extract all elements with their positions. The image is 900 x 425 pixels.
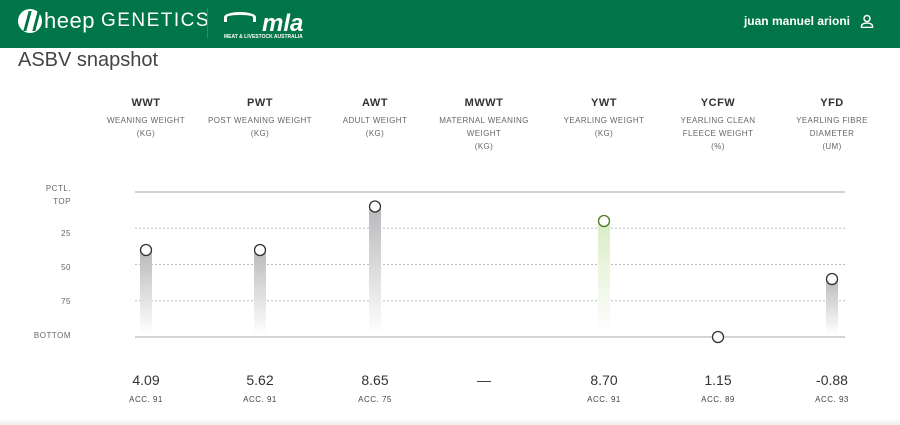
y-axis-title: PCTL. [45, 184, 71, 193]
trait-unit: (KG) [474, 142, 494, 151]
trait-header-mwwt: MWWT MATERNAL WEANING WEIGHT (KG) [429, 97, 539, 153]
percentile-marker-pwt[interactable] [253, 243, 267, 257]
trait-value-yfd: -0.88 ACC. 93 [782, 372, 882, 404]
asbv-value: — [477, 372, 491, 388]
sheep-logo-icon [18, 9, 42, 33]
asbv-value: 1.15 [704, 372, 732, 388]
trait-unit: (KG) [594, 129, 614, 138]
trait-description: POST WEANING WEIGHT (KG) [205, 114, 315, 140]
brand-text: heep [44, 8, 95, 33]
trait-code: MWWT [464, 97, 504, 109]
trait-header-ycfw: YCFW YEARLING CLEAN FLEECE WEIGHT (%) [663, 97, 773, 153]
sheep-genetics-logo[interactable]: heep GENETICS [18, 8, 210, 34]
trait-header-yfd: YFD YEARLING FIBRE DIAMETER (UM) [777, 97, 887, 153]
mla-logo[interactable]: mla MEAT & LIVESTOCK AUSTRALIA [224, 8, 324, 42]
app-header: heep GENETICS mla MEAT & LIVESTOCK AUSTRAL… [0, 0, 900, 48]
percentile-stem [598, 221, 610, 334]
trait-description: MATERNAL WEANING WEIGHT (KG) [429, 114, 539, 153]
user-menu[interactable]: juan manuel arioni [744, 14, 874, 28]
trait-desc: YEARLING FIBRE DIAMETER [796, 116, 868, 138]
y-axis-label: PCTL. TOP [46, 182, 71, 208]
trait-desc: MATERNAL WEANING WEIGHT [439, 116, 529, 138]
accuracy: ACC. 93 [815, 395, 849, 404]
percentile-stem [369, 206, 381, 334]
trait-desc: YEARLING WEIGHT [563, 116, 645, 125]
trait-value-ycfw: 1.15 ACC. 89 [668, 372, 768, 404]
divider [207, 8, 208, 38]
user-icon [860, 14, 874, 28]
percentile-marker-ycfw[interactable] [711, 330, 725, 344]
trait-value-wwt: 4.09 ACC. 91 [96, 372, 196, 404]
trait-header-wwt: WWT WEANING WEIGHT (KG) [91, 97, 201, 140]
trait-code: YFD [820, 97, 844, 109]
trait-header-awt: AWT ADULT WEIGHT (KG) [320, 97, 430, 140]
trait-desc: YEARLING CLEAN FLEECE WEIGHT [680, 116, 756, 138]
y-tick-25: 25 [61, 229, 71, 238]
trait-header-pwt: PWT POST WEANING WEIGHT (KG) [205, 97, 315, 140]
y-tick-75: 75 [61, 297, 71, 306]
trait-header-ywt: YWT YEARLING WEIGHT (KG) [549, 97, 659, 140]
footer-shadow [0, 418, 900, 425]
user-name: juan manuel arioni [743, 14, 850, 28]
trait-value-pwt: 5.62 ACC. 91 [210, 372, 310, 404]
percentile-stem [254, 250, 266, 334]
accuracy: ACC. 91 [129, 395, 163, 404]
trait-code: YCFW [700, 97, 736, 109]
trait-desc: POST WEANING WEIGHT [208, 116, 312, 125]
trait-unit: (KG) [136, 129, 156, 138]
trait-value-ywt: 8.70 ACC. 91 [554, 372, 654, 404]
trait-description: YEARLING FIBRE DIAMETER (UM) [777, 114, 887, 153]
accuracy: ACC. 91 [243, 395, 277, 404]
trait-desc: ADULT WEIGHT [342, 116, 408, 125]
trait-description: ADULT WEIGHT (KG) [320, 114, 430, 140]
trait-unit: (UM) [822, 142, 842, 151]
mla-text: mla [262, 10, 304, 37]
brand-suffix: GENETICS [100, 10, 211, 31]
trait-value-mwwt: — [434, 372, 534, 395]
trait-code: WWT [131, 97, 161, 109]
accuracy: ACC. 91 [587, 395, 621, 404]
percentile-marker-awt[interactable] [368, 200, 382, 213]
trait-value-awt: 8.65 ACC. 75 [325, 372, 425, 404]
mla-arc-icon [224, 12, 256, 22]
trait-code: AWT [362, 97, 388, 109]
trait-description: YEARLING WEIGHT (KG) [549, 114, 659, 140]
trait-description: WEANING WEIGHT (KG) [91, 114, 201, 140]
percentile-stem [140, 250, 152, 334]
accuracy: ACC. 89 [701, 395, 735, 404]
y-tick-50: 50 [61, 263, 71, 272]
asbv-value: 8.65 [361, 372, 389, 388]
trait-unit: (KG) [250, 129, 270, 138]
trait-code: PWT [247, 97, 273, 109]
percentile-marker-wwt[interactable] [139, 243, 153, 257]
percentile-stem [826, 279, 838, 334]
trait-description: YEARLING CLEAN FLEECE WEIGHT (%) [663, 114, 773, 153]
trait-desc: WEANING WEIGHT [106, 116, 186, 125]
trait-unit: (%) [711, 142, 725, 151]
mla-subtitle: MEAT & LIVESTOCK AUSTRALIA [224, 34, 303, 40]
page-title: ASBV snapshot [18, 49, 159, 71]
accuracy: ACC. 75 [358, 395, 392, 404]
asbv-value: 5.62 [246, 372, 274, 388]
y-tick-top: TOP [53, 197, 71, 206]
percentile-marker-ywt[interactable] [597, 214, 611, 228]
asbv-value: 8.70 [590, 372, 618, 388]
trait-code: YWT [591, 97, 617, 109]
asbv-value: -0.88 [816, 372, 848, 388]
y-tick-bottom: BOTTOM [33, 331, 71, 340]
percentile-marker-yfd[interactable] [825, 272, 839, 286]
asbv-value: 4.09 [132, 372, 160, 388]
trait-unit: (KG) [365, 129, 385, 138]
